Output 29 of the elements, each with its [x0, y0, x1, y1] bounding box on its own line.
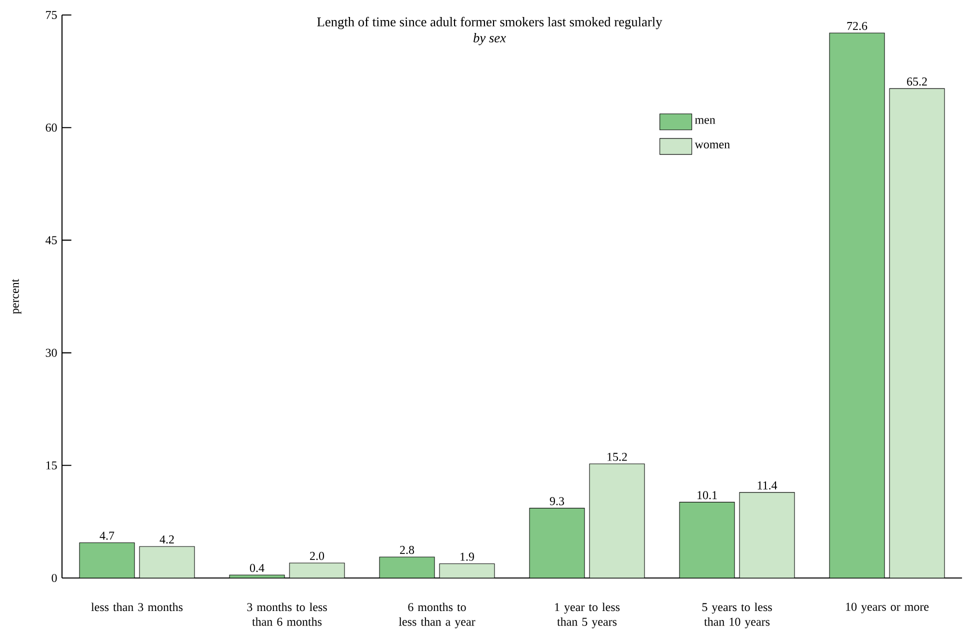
data-label: 9.3 — [550, 497, 564, 506]
data-label: 2.0 — [310, 552, 324, 560]
text: by sex — [474, 33, 506, 46]
y-tick-label: 45 — [46, 236, 57, 244]
data-label: 1.9 — [460, 552, 474, 561]
y-tick-label: 0 — [52, 574, 57, 582]
data-label: 15.2 — [608, 452, 627, 461]
data-label: 72.6 — [847, 22, 868, 30]
x-tick-label: less than 3 months — [91, 602, 183, 612]
x-tick-label: 10 years or more — [846, 602, 929, 614]
data-label: 4.7 — [100, 532, 114, 540]
legend-label: men — [695, 118, 716, 124]
data-label: 0.4 — [250, 564, 264, 572]
y-tick-label: 30 — [46, 348, 57, 357]
x-tick-label: 3 months to less than 6 months — [247, 602, 327, 626]
data-label: 4.2 — [160, 535, 174, 544]
data-label: 65.2 — [907, 78, 927, 86]
data-label: 10.1 — [698, 491, 717, 500]
data-label: 2.8 — [400, 546, 414, 554]
y-axis-title: percent — [12, 278, 22, 314]
x-tick-label: 1 year to less than 5 years — [555, 602, 620, 628]
legend-label: women — [694, 142, 730, 148]
y-tick-label: 75 — [46, 11, 57, 19]
y-tick-label: 60 — [46, 124, 57, 132]
y-tick-label: 15 — [46, 461, 57, 470]
data-label: 11.4 — [758, 481, 778, 490]
x-tick-label: 5 years to less than 10 years — [702, 602, 772, 628]
x-tick-label: 6 months to less than a year — [398, 602, 476, 628]
chart-title: Length of time since adult former smokers last smoked regularly — [317, 16, 662, 30]
